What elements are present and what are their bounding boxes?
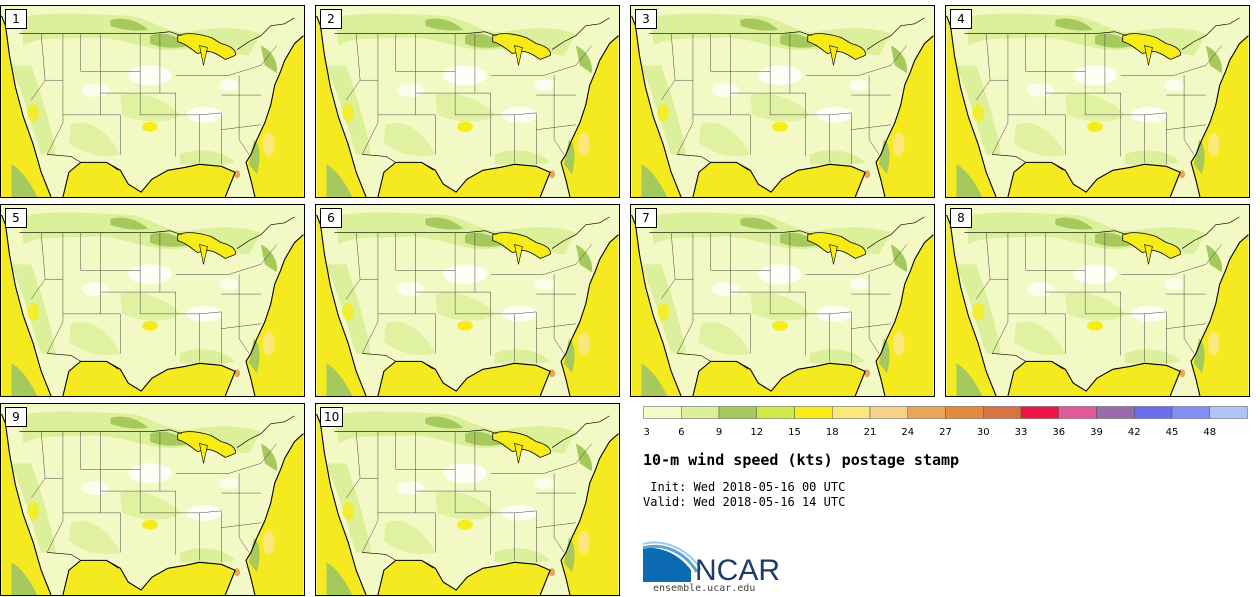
colorbar-swatch (1171, 406, 1210, 419)
member-label: 7 (635, 208, 657, 228)
colorbar-tick-label: 48 (1203, 427, 1216, 438)
ensemble-panel-3: 3 (630, 5, 935, 198)
colorbar-tick-label: 15 (788, 427, 801, 438)
colorbar-tick-label: 33 (1015, 427, 1028, 438)
wind-speed-map (1, 205, 304, 396)
wind-speed-map (316, 6, 619, 197)
colorbar-swatch (1058, 406, 1097, 419)
colorbar-tick-label: 21 (864, 427, 877, 438)
init-time: Init: Wed 2018-05-16 00 UTC (643, 480, 846, 494)
valid-time: Valid: Wed 2018-05-16 14 UTC (643, 495, 846, 509)
member-label: 9 (5, 407, 27, 427)
colorbar-swatch (832, 406, 871, 419)
member-label: 8 (950, 208, 972, 228)
ensemble-panel-1: 1 (0, 5, 305, 198)
ensemble-panel-2: 2 (315, 5, 620, 198)
colorbar-swatch (718, 406, 757, 419)
colorbar-tick-label: 30 (977, 427, 990, 438)
colorbar-swatch (681, 406, 720, 419)
wind-speed-map (316, 205, 619, 396)
colorbar-tick-label: 3 (644, 427, 650, 438)
colorbar-swatch (945, 406, 984, 419)
wind-speed-map (316, 404, 619, 595)
ncar-logo: NCAR (643, 541, 780, 582)
ensemble-panel-5: 5 (0, 204, 305, 397)
colorbar-swatch (907, 406, 946, 419)
wind-speed-map (946, 205, 1249, 396)
colorbar-tick-label: 45 (1166, 427, 1179, 438)
wind-speed-map (946, 6, 1249, 197)
ensemble-panel-4: 4 (945, 5, 1250, 198)
colorbar-tick-label: 39 (1090, 427, 1103, 438)
colorbar-swatch (869, 406, 908, 419)
colorbar-swatch (1096, 406, 1135, 419)
wind-speed-map (1, 404, 304, 595)
colorbar-swatch (1134, 406, 1173, 419)
member-label: 2 (320, 9, 342, 29)
ensemble-panel-6: 6 (315, 204, 620, 397)
colorbar-legend: 3 6 9 12 15 18 21 24 27 30 33 36 39 42 45 48 (643, 406, 1248, 438)
member-label: 6 (320, 208, 342, 228)
wind-speed-map (1, 6, 304, 197)
member-label: 5 (5, 208, 27, 228)
ensemble-panel-8: 8 (945, 204, 1250, 397)
colorbar-swatch (643, 406, 682, 419)
colorbar-swatch (983, 406, 1022, 419)
colorbar-tick-label: 24 (901, 427, 914, 438)
colorbar-swatch (1020, 406, 1059, 419)
wind-speed-map (631, 205, 934, 396)
colorbar-tick-label: 12 (750, 427, 763, 438)
member-label: 3 (635, 9, 657, 29)
member-label: 4 (950, 9, 972, 29)
ncar-logo-text: NCAR (695, 554, 780, 582)
colorbar-tick-label: 27 (939, 427, 952, 438)
member-label: 1 (5, 9, 27, 29)
site-url: ensemble.ucar.edu (653, 583, 756, 594)
colorbar-swatch (756, 406, 795, 419)
colorbar-tick-label: 42 (1128, 427, 1141, 438)
colorbar-tick-label: 9 (716, 427, 722, 438)
ensemble-panel-10: 10 (315, 403, 620, 596)
member-label: 10 (320, 407, 344, 427)
ensemble-panel-7: 7 (630, 204, 935, 397)
wind-speed-map (631, 6, 934, 197)
colorbar-tick-label: 6 (678, 427, 684, 438)
plot-title: 10-m wind speed (kts) postage stamp (643, 451, 960, 469)
colorbar-swatch (794, 406, 833, 419)
ensemble-panel-9: 9 (0, 403, 305, 596)
colorbar-tick-label: 36 (1052, 427, 1065, 438)
colorbar-tick-label: 18 (826, 427, 839, 438)
colorbar-swatch (1209, 406, 1248, 419)
